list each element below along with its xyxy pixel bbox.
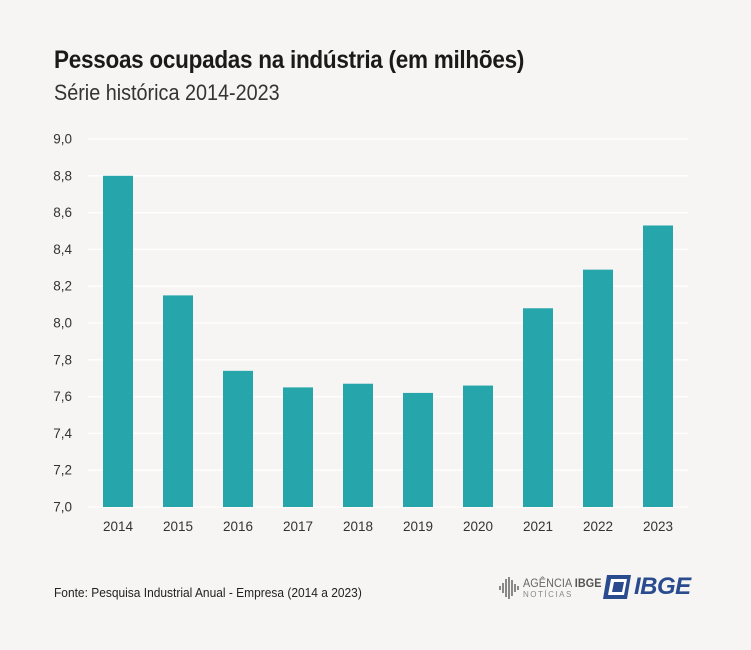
bar-2015	[163, 295, 193, 507]
x-tick-label: 2023	[643, 519, 673, 534]
ibge-logo: IBGE	[603, 575, 691, 599]
x-tick-label: 2018	[343, 519, 373, 534]
agencia-ibge-icon	[499, 577, 519, 599]
y-tick-label: 8,6	[53, 205, 72, 220]
bar-2017	[283, 387, 313, 507]
y-tick-label: 7,2	[53, 463, 72, 478]
ibge-flag-icon	[603, 575, 631, 599]
x-tick-label: 2022	[583, 519, 613, 534]
bar-2014	[103, 175, 133, 508]
bar-2019	[403, 392, 433, 507]
chart-subtitle: Série histórica 2014-2023	[54, 80, 280, 105]
y-tick-label: 7,0	[53, 500, 72, 515]
bar-2021	[523, 308, 553, 507]
y-tick-label: 8,8	[53, 168, 72, 183]
bar-2020	[463, 385, 493, 507]
ibge-logo-text: IBGE	[634, 573, 691, 600]
bar-2022	[583, 269, 613, 507]
y-tick-label: 7,4	[53, 426, 72, 441]
bar-2016	[223, 370, 253, 507]
x-tick-label: 2019	[403, 519, 433, 534]
chart-title: Pessoas ocupadas na indústria (em milhõe…	[54, 46, 525, 74]
x-tick-label: 2017	[283, 519, 313, 534]
y-tick-label: 8,4	[53, 242, 72, 257]
y-tick-label: 7,6	[53, 389, 72, 404]
x-tick-label: 2014	[103, 519, 134, 534]
y-tick-label: 9,0	[53, 132, 72, 147]
agencia-ibge-logo: AGÊNCIA IBGE NOTÍCIAS	[498, 576, 610, 600]
y-tick-label: 8,2	[53, 279, 72, 294]
source-note: Fonte: Pesquisa Industrial Anual - Empre…	[54, 585, 362, 600]
bar-2023	[643, 225, 673, 508]
agencia-prefix: AGÊNCIA	[523, 576, 572, 590]
x-tick-label: 2020	[463, 519, 493, 534]
y-tick-label: 8,0	[53, 316, 72, 331]
bar-2018	[343, 383, 373, 507]
agencia-subtitle: NOTÍCIAS	[523, 590, 573, 599]
agencia-brand: IBGE	[574, 576, 602, 590]
x-tick-label: 2016	[223, 519, 253, 534]
y-tick-label: 7,8	[53, 352, 72, 367]
x-tick-label: 2015	[163, 519, 193, 534]
x-tick-label: 2021	[523, 519, 553, 534]
